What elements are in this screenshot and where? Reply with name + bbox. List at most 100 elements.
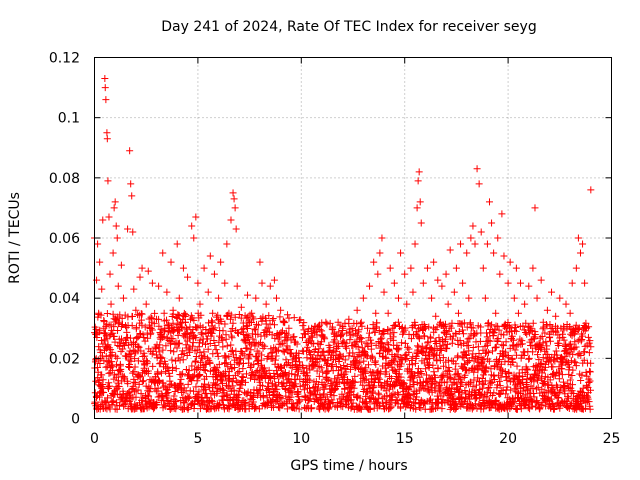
scatter-point [513, 362, 521, 370]
scatter-point [317, 364, 325, 372]
scatter-point [300, 319, 308, 327]
scatter-point [474, 343, 482, 351]
scatter-point [322, 382, 330, 390]
scatter-point [287, 393, 295, 401]
scatter-point [147, 324, 155, 332]
scatter-point [440, 324, 448, 332]
scatter-point [357, 318, 365, 326]
scatter-point [144, 334, 152, 342]
scatter-point [144, 367, 152, 375]
scatter-point [403, 300, 411, 308]
scatter-point [533, 397, 541, 405]
scatter-point [97, 348, 105, 356]
scatter-point [259, 392, 267, 400]
scatter-point [169, 306, 177, 314]
scatter-point [98, 371, 106, 379]
scatter-point [485, 198, 493, 206]
scatter-point [477, 228, 485, 236]
scatter-point [351, 378, 359, 386]
scatter-point [539, 325, 547, 333]
scatter-point [529, 384, 537, 392]
scatter-point [211, 341, 219, 349]
scatter-point [485, 337, 493, 345]
scatter-point [284, 331, 292, 339]
scatter-point [279, 347, 287, 355]
scatter-point [542, 338, 550, 346]
scatter-point [409, 288, 417, 296]
scatter-point [290, 314, 298, 322]
scatter-point [322, 369, 330, 377]
scatter-point [244, 333, 252, 341]
scatter-point [134, 386, 142, 394]
scatter-point [531, 204, 539, 212]
scatter-point [349, 349, 357, 357]
scatter-point [108, 326, 116, 334]
scatter-point [281, 318, 289, 326]
scatter-point [449, 392, 457, 400]
scatter-point [239, 324, 247, 332]
scatter-point [488, 219, 496, 227]
scatter-point [485, 383, 493, 391]
scatter-point [179, 264, 187, 272]
scatter-point [489, 329, 497, 337]
scatter-point [219, 379, 227, 387]
scatter-point [155, 348, 163, 356]
scatter-point [427, 384, 435, 392]
scatter-point [484, 384, 492, 392]
scatter-point [306, 376, 314, 384]
scatter-point [495, 377, 503, 385]
scatter-point [415, 335, 423, 343]
scatter-point [167, 347, 175, 355]
scatter-point [232, 353, 240, 361]
scatter-point [463, 338, 471, 346]
scatter-point [284, 311, 292, 319]
scatter-point [206, 367, 214, 375]
scatter-point [582, 399, 590, 407]
scatter-point [195, 372, 203, 380]
scatter-point [508, 354, 516, 362]
scatter-point [322, 318, 330, 326]
scatter-point [256, 258, 264, 266]
scatter-point [95, 343, 103, 351]
scatter-point [103, 135, 111, 143]
scatter-point [228, 378, 236, 386]
scatter-point [119, 340, 127, 348]
scatter-point [444, 356, 452, 364]
scatter-point [445, 363, 453, 371]
scatter-point [500, 252, 508, 260]
scatter-point [115, 366, 123, 374]
scatter-point [461, 398, 469, 406]
scatter-point [138, 310, 146, 318]
scatter-point [200, 401, 208, 409]
scatter-point [530, 378, 538, 386]
scatter-point [497, 366, 505, 374]
scatter-point [167, 380, 175, 388]
scatter-point [217, 317, 225, 325]
scatter-point [169, 319, 177, 327]
scatter-point [566, 340, 574, 348]
scatter-point [153, 399, 161, 407]
scatter-point [143, 358, 151, 366]
scatter-point [229, 319, 237, 327]
scatter-point [522, 319, 530, 327]
scatter-point [554, 331, 562, 339]
scatter-point [202, 373, 210, 381]
scatter-point [585, 349, 593, 357]
scatter-point [347, 396, 355, 404]
scatter-point [189, 339, 197, 347]
scatter-point [222, 373, 230, 381]
scatter-point [200, 348, 208, 356]
scatter-point [550, 356, 558, 364]
scatter-point [292, 380, 300, 388]
scatter-point [440, 362, 448, 370]
scatter-point [558, 371, 566, 379]
scatter-point [382, 368, 390, 376]
scatter-point [296, 397, 304, 405]
scatter-point [413, 328, 421, 336]
scatter-point [96, 258, 104, 266]
scatter-point [118, 335, 126, 343]
scatter-point [333, 383, 341, 391]
scatter-point [350, 384, 358, 392]
scatter-point [470, 368, 478, 376]
scatter-point [210, 336, 218, 344]
